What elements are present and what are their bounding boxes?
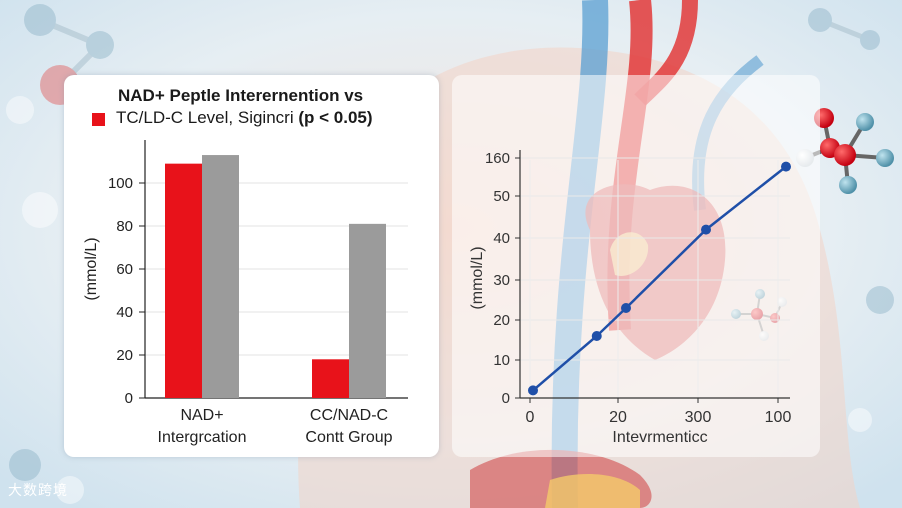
bar-1-1 (349, 223, 386, 398)
line-point (621, 303, 631, 313)
bar-0-0 (165, 163, 202, 398)
bar-y-tick-label: 100 (108, 175, 133, 192)
line-y-tick-label: 50 (493, 188, 510, 205)
bar-y-axis-label: (mmol/L) (83, 237, 100, 300)
line-point (701, 224, 711, 235)
legend-label: TC/LD-C Level, Sigincri (p < 0.05) (116, 108, 373, 128)
bar-0-1 (202, 155, 239, 398)
bar-y-tick-label: 80 (116, 218, 133, 235)
line-x-tick-label: 300 (685, 409, 712, 426)
bar-y-tick-label: 0 (125, 390, 133, 407)
line-y-tick-label: 160 (485, 150, 510, 167)
line-x-tick-label: 20 (609, 409, 627, 426)
line-x-tick-label: 0 (526, 409, 535, 426)
watermark-logo: 大数跨境 (8, 482, 68, 498)
legend-significance: (p < 0.05) (298, 108, 373, 127)
legend-swatch (92, 113, 105, 126)
bar-chart-title: NAD+ Peptle Interernention vs (118, 86, 364, 105)
line-y-axis-label: (mmol/L) (469, 246, 486, 309)
bar-category-label: CC/NAD-C (310, 407, 388, 424)
bar-y-tick-label: 40 (116, 304, 133, 321)
line-series (532, 165, 787, 392)
molecule-icon (796, 108, 894, 194)
line-y-tick-label: 30 (493, 272, 510, 289)
line-y-tick-label: 40 (493, 230, 510, 247)
bar-category-label: Contt Group (305, 429, 392, 446)
bar-y-tick-label: 60 (116, 261, 133, 278)
organ-lower-detail (545, 474, 640, 508)
line-chart-card (452, 75, 820, 457)
legend-text: TC/LD-C Level, Sigincri (116, 108, 294, 127)
line-y-tick-label: 0 (502, 390, 510, 407)
bar-1-0 (312, 359, 349, 398)
line-x-tick-label: 100 (765, 409, 792, 426)
line-y-tick-label: 20 (493, 312, 510, 329)
bar-y-tick-label: 20 (116, 347, 133, 364)
faded-molecule-left (6, 4, 114, 504)
line-point (781, 161, 791, 172)
bar-category-label: NAD+ (180, 407, 223, 424)
bar-category-label: Intergrcation (158, 429, 247, 446)
faded-molecule-right (808, 8, 894, 432)
line-point (591, 331, 602, 341)
line-y-tick-label: 10 (493, 352, 510, 369)
line-x-axis-label: Intevrmenticc (612, 429, 707, 446)
line-point (528, 385, 538, 396)
